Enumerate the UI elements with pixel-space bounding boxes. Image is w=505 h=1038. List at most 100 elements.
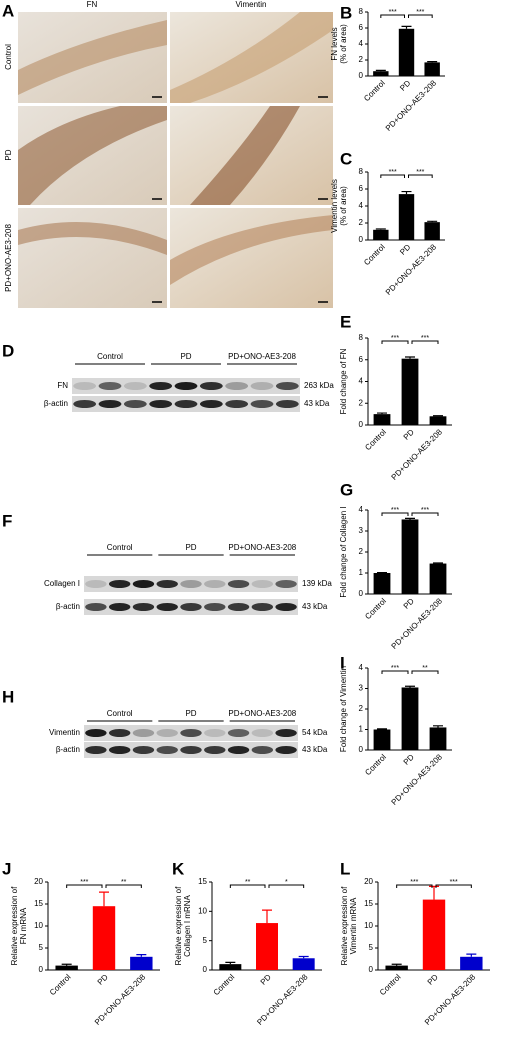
blot-band: [275, 382, 299, 390]
error-bar: [466, 953, 477, 957]
blot-band: [251, 729, 274, 737]
significance-label: *: [285, 879, 288, 886]
x-tick-label: PD: [259, 972, 273, 986]
panel-label: B: [340, 3, 352, 22]
tissue-stain: [18, 222, 167, 255]
blot-band: [199, 400, 223, 408]
y-tick-label: 0: [39, 965, 44, 974]
y-axis-label: Relative expression of: [10, 886, 19, 965]
y-tick-label: 0: [369, 965, 374, 974]
blot-band: [85, 729, 107, 737]
y-tick-label: 2: [359, 704, 364, 713]
blot-band: [227, 746, 250, 754]
error-bar: [433, 562, 443, 564]
x-tick-label: PD: [426, 972, 440, 986]
y-tick-label: 6: [359, 184, 364, 193]
y-axis-label: Vimentin mRNA: [349, 897, 358, 954]
x-tick-label: Control: [362, 78, 387, 103]
bar: [398, 28, 415, 76]
y-tick-label: 15: [364, 899, 373, 908]
y-tick-label: 0: [203, 965, 208, 974]
blot-size-label: 263 kDa: [304, 381, 334, 390]
y-tick-label: 0: [359, 71, 364, 80]
y-tick-label: 4: [359, 201, 364, 210]
y-tick-label: 10: [34, 921, 43, 930]
error-bar: [433, 415, 443, 417]
tissue-stain: [18, 106, 167, 205]
panel-label: K: [172, 859, 185, 878]
blot-band: [250, 382, 274, 390]
row-label: PD+ONO-AE3-208: [4, 224, 13, 292]
blot-row-label: β-actin: [56, 745, 80, 754]
y-tick-label: 2: [359, 398, 364, 407]
blot-band: [85, 603, 107, 611]
blot-band: [73, 400, 97, 408]
significance-label: **: [245, 879, 251, 886]
significance-label: ***: [416, 9, 424, 16]
panel-label: L: [340, 859, 350, 878]
y-axis-label: Fold change of Collagen I: [339, 506, 348, 597]
significance-label: ***: [391, 665, 399, 672]
tissue-stain: [18, 20, 167, 95]
y-tick-label: 5: [39, 943, 44, 952]
panel-label: I: [340, 653, 345, 672]
y-tick-label: 8: [359, 333, 364, 342]
y-tick-label: 4: [359, 505, 364, 514]
blot-group-label: Control: [97, 352, 123, 361]
bar: [398, 194, 415, 240]
y-tick-label: 2: [359, 218, 364, 227]
significance-label: ***: [421, 507, 429, 514]
blot-band: [108, 729, 131, 737]
blot-band: [73, 382, 97, 390]
significance-label: ***: [421, 335, 429, 342]
panel-label: A: [2, 1, 14, 20]
error-bar: [433, 725, 443, 728]
y-tick-label: 1: [359, 725, 364, 734]
blot-group-label: Control: [107, 709, 133, 718]
error-bar: [377, 728, 387, 730]
blot-row-label: Collagen I: [44, 579, 80, 588]
y-tick-label: 20: [364, 877, 373, 886]
significance-label: ***: [389, 9, 397, 16]
y-axis-label: FN mRNA: [19, 907, 28, 944]
panel-label: H: [2, 687, 14, 706]
significance-bracket: [380, 174, 405, 178]
significance-label: ***: [391, 335, 399, 342]
y-tick-label: 6: [359, 355, 364, 364]
blot-band: [180, 746, 202, 754]
bar: [373, 414, 391, 425]
blot-group-label: PD: [180, 352, 191, 361]
error-bar: [375, 228, 386, 230]
error-bar: [136, 954, 147, 957]
blot-band: [204, 729, 226, 737]
bar: [256, 923, 278, 970]
scale-bars: [152, 96, 328, 303]
significance-bracket: [381, 512, 409, 516]
blot-group-label: PD: [185, 709, 196, 718]
bar: [401, 687, 419, 750]
blot-band: [204, 746, 226, 754]
significance-label: ***: [80, 879, 88, 886]
blot-band: [108, 746, 131, 754]
blot-band: [123, 400, 147, 408]
panel-label: D: [2, 341, 14, 360]
blot-size-label: 43 kDa: [302, 602, 328, 611]
blot-group-label: PD+ONO-AE3-208: [228, 543, 296, 552]
error-bar: [377, 412, 387, 415]
panel-label: E: [340, 312, 351, 331]
y-axis-label: Relative expression of: [340, 886, 349, 965]
error-bar: [405, 356, 415, 359]
blot-band: [275, 746, 297, 754]
y-axis-label: FN levels: [330, 27, 339, 60]
blot-band: [174, 400, 198, 408]
blot-band: [98, 382, 122, 390]
blot-band: [149, 400, 173, 408]
x-tick-label: PD: [398, 242, 412, 256]
blot-band: [199, 382, 223, 390]
x-tick-label: PD+ONO-AE3-208: [384, 242, 439, 297]
blot-band: [180, 729, 202, 737]
blot-band: [275, 580, 297, 588]
bar: [460, 956, 483, 970]
bar: [401, 358, 419, 425]
